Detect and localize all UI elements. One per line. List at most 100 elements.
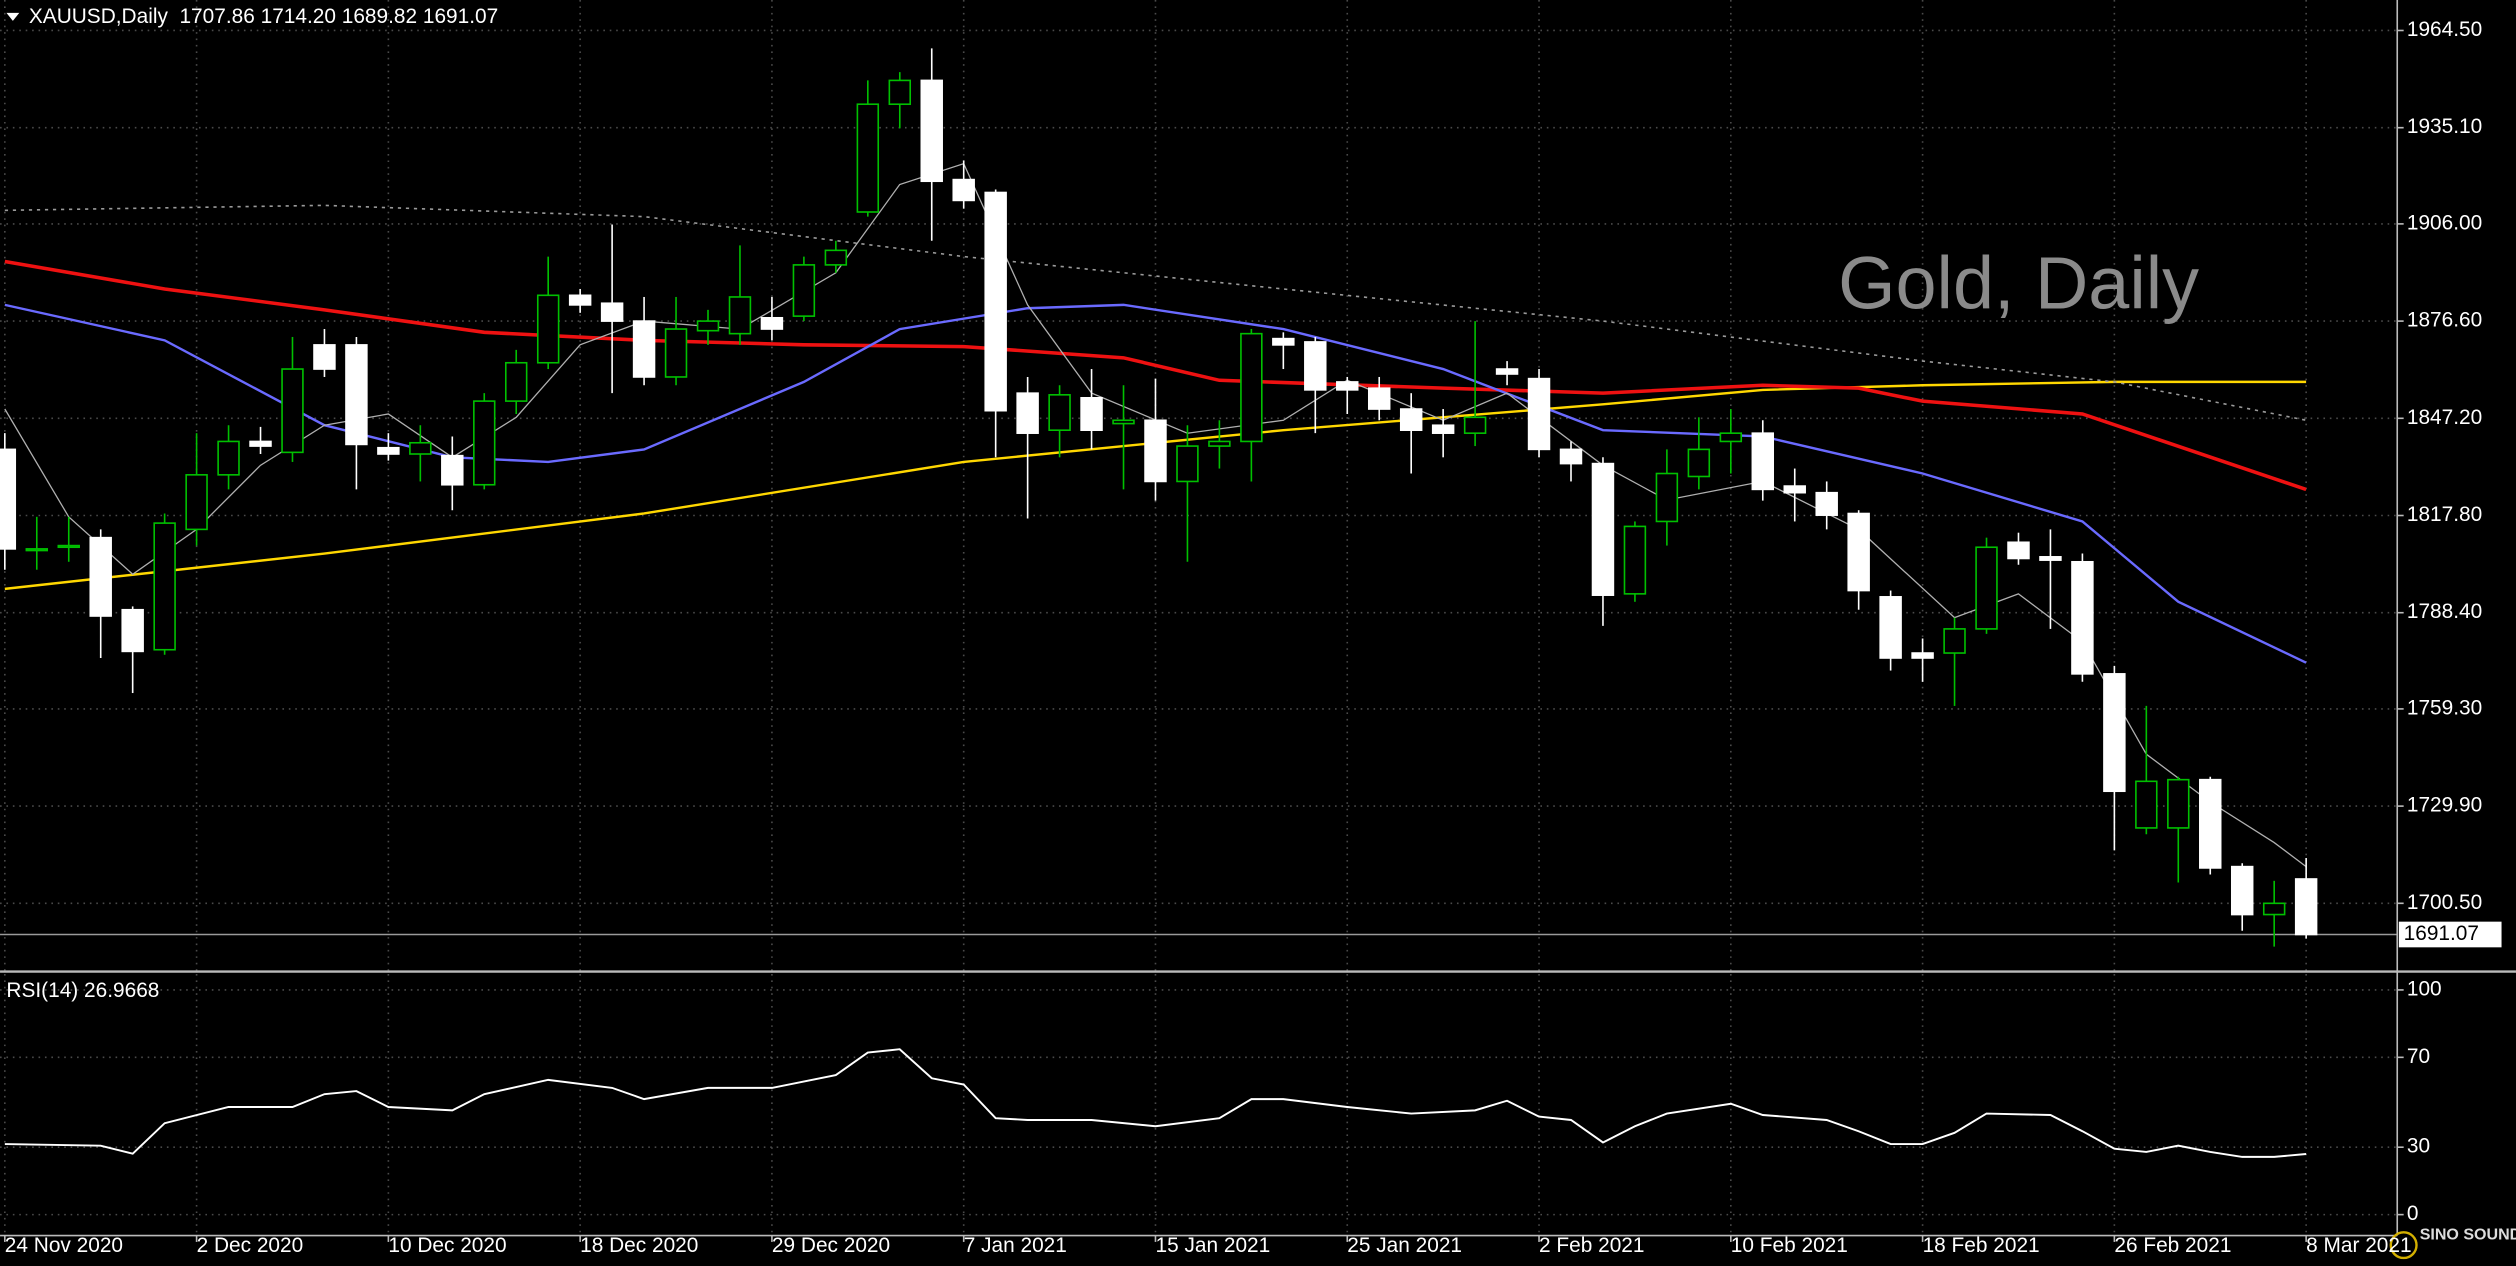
candle-body (217, 440, 240, 476)
x-tick-label: 10 Feb 2021 (1731, 1234, 1848, 1257)
candle-body (856, 103, 880, 213)
candle-body (1016, 392, 1039, 434)
candle-body (1176, 445, 1199, 483)
candle-body (121, 608, 144, 653)
y-tick-label: 1759.30 (2407, 696, 2482, 719)
candle-body (249, 440, 272, 447)
candle-body (1463, 416, 1487, 434)
candle-body (1815, 491, 1838, 516)
candle-body (1975, 546, 1998, 630)
y-tick-label: 100 (2407, 977, 2442, 1000)
candle-body (1304, 341, 1327, 391)
candle-body (2167, 778, 2190, 829)
candle-body (1719, 432, 1743, 443)
y-tick-label: 1876.60 (2407, 309, 2482, 332)
candle-body (1559, 448, 1583, 465)
x-tick-label: 15 Jan 2021 (1155, 1234, 1270, 1257)
candle-body (25, 548, 49, 552)
logo: SINO SOUND (2420, 1226, 2516, 1244)
candle-body (1687, 448, 1711, 478)
y-tick-label: 1817.80 (2407, 503, 2482, 526)
candle-body (536, 294, 560, 364)
candle-body (281, 368, 304, 454)
y-tick-label: 1847.20 (2407, 406, 2482, 429)
candle-body (473, 400, 496, 486)
collapse-arrow[interactable] (6, 12, 20, 21)
y-tick-label: 30 (2407, 1135, 2430, 1158)
chart-header: XAUUSD,Daily 1707.86 1714.20 1689.82 169… (29, 5, 498, 28)
candle-body (313, 344, 336, 370)
candle-body (952, 178, 975, 202)
candle-body (377, 446, 400, 455)
candle-body (1144, 419, 1167, 483)
rsi-title: RSI(14) 26.9668 (6, 979, 159, 1002)
candle-body (1751, 432, 1775, 491)
candle-body (2007, 541, 2030, 560)
candle-body (2199, 778, 2222, 869)
candle-body (1495, 368, 1519, 375)
candle-body (185, 474, 208, 531)
candle-body (632, 320, 656, 378)
x-tick-label: 2 Dec 2020 (197, 1234, 304, 1257)
candle-body (824, 249, 848, 266)
candle-layer (0, 48, 2318, 947)
candle-body (1879, 596, 1902, 659)
candle-body (1847, 512, 1870, 592)
x-tick-label: 29 Dec 2020 (772, 1234, 890, 1257)
candle-body (1080, 396, 1103, 432)
indicator-line (4, 1048, 2307, 1158)
x-tick-label: 10 Dec 2020 (388, 1234, 506, 1257)
candle-body (888, 79, 912, 106)
x-tick-label: 18 Feb 2021 (1923, 1234, 2040, 1257)
last-price-label: 1691.07 (2404, 922, 2479, 945)
candle-body (153, 522, 176, 651)
candle-body (504, 361, 528, 402)
candle-body (2262, 902, 2286, 916)
candle-body (760, 316, 784, 330)
y-tick-label: 1906.00 (2407, 211, 2482, 234)
candle-body (1527, 377, 1551, 451)
candle-body (1655, 472, 1679, 523)
candle-body (920, 79, 943, 183)
y-tick-label: 0 (2407, 1202, 2419, 1225)
candle-body (1112, 419, 1135, 425)
x-tick-label: 24 Nov 2020 (5, 1234, 123, 1257)
candle-body (1367, 387, 1391, 410)
candle-body (984, 191, 1007, 412)
y-tick-label: 1788.40 (2407, 600, 2482, 623)
candle-body (1911, 652, 1934, 659)
x-tick-label: 18 Dec 2020 (580, 1234, 698, 1257)
y-tick-label: 1700.50 (2407, 891, 2482, 914)
candle-body (409, 441, 432, 455)
candle-body (345, 344, 368, 446)
x-tick-label: 25 Jan 2021 (1347, 1234, 1462, 1257)
candle-body (1591, 462, 1615, 596)
candle-body (728, 296, 752, 335)
candle-body (1208, 440, 1231, 447)
candle-body (2071, 560, 2094, 675)
candle-body (2103, 673, 2126, 793)
candle-body (57, 544, 80, 549)
logo-icon (2389, 1231, 2418, 1260)
candle-body (2230, 865, 2254, 916)
x-tick-label: 8 Mar 2021 (2306, 1234, 2411, 1257)
candle-body (1623, 525, 1647, 595)
candle-body (2294, 878, 2318, 936)
candle-body (1399, 408, 1423, 432)
logo-backdrop (2406, 1222, 2513, 1265)
candle-body (1240, 332, 1263, 443)
x-tick-label: 26 Feb 2021 (2114, 1234, 2231, 1257)
watermark: Gold, Daily (1838, 241, 2199, 324)
candle-body (600, 302, 624, 322)
y-tick-label: 1729.90 (2407, 794, 2482, 817)
candle-body (2039, 556, 2062, 561)
y-tick-label: 1964.50 (2407, 18, 2482, 41)
candle-body (1336, 381, 1359, 391)
x-tick-label: 7 Jan 2021 (964, 1234, 1067, 1257)
candle-body (1783, 485, 1806, 494)
x-tick-label: 2 Feb 2021 (1539, 1234, 1644, 1257)
candle-body (1048, 394, 1071, 432)
